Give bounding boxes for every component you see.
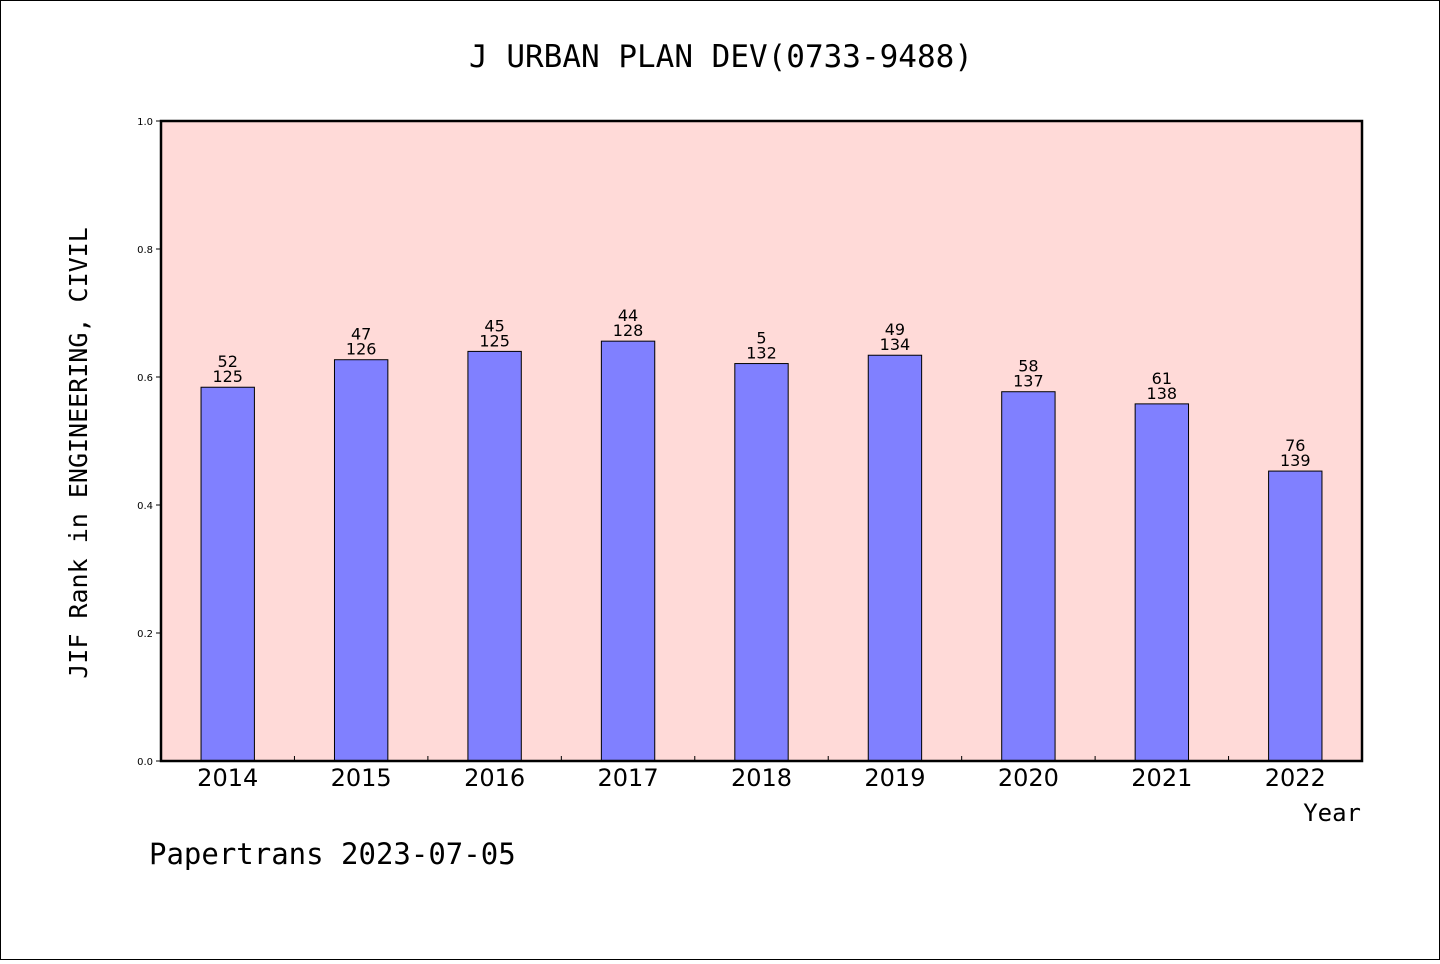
bar-total-label-2022: 139: [1280, 451, 1311, 470]
bar-2014: [200, 386, 255, 762]
bar-rank-label-2022: 76: [1285, 436, 1305, 455]
y-tick-label-0.8: 0.8: [137, 245, 153, 256]
bar-rank-label-2017: 44: [618, 306, 638, 325]
plot-border: [159, 119, 1364, 763]
bar-2020: [1001, 391, 1056, 762]
chart-title: J URBAN PLAN DEV(0733-9488): [469, 39, 973, 75]
bar-rank-label-2014: 52: [218, 352, 238, 371]
x-tick-label-2022: 2022: [1265, 764, 1326, 792]
bar-2018: [734, 363, 789, 762]
x-tick-label-2019: 2019: [864, 764, 925, 792]
bar-total-label-2021: 138: [1147, 384, 1178, 403]
bar-2015: [333, 359, 389, 762]
x-tick-label-2014: 2014: [197, 764, 258, 792]
x-tick-label-2020: 2020: [998, 764, 1059, 792]
bar-2022: [1268, 470, 1323, 762]
bar-2019: [867, 354, 923, 762]
y-tick-label-0.2: 0.2: [137, 629, 153, 640]
y-tick-label-1.0: 1.0: [137, 117, 153, 128]
bar-total-label-2015: 126: [346, 340, 377, 359]
y-axis-label: JIF Rank in ENGINEERING, CIVIL: [64, 227, 93, 679]
ticks-group: 2014 2015 2016 2017 2018 2019 2020 2021 2022 0.0 0…: [137, 117, 1326, 792]
y-tick-label-0.0: 0.0: [137, 757, 153, 768]
footer-text: Papertrans 2023-07-05: [149, 837, 516, 871]
bar-rank-label-2018: 5: [756, 329, 766, 348]
bar-2017: [600, 340, 656, 762]
bar-total-label-2019: 134: [880, 335, 911, 354]
bar-rank-label-2015: 47: [351, 325, 371, 344]
bar-total-label-2017: 128: [613, 321, 644, 340]
x-tick-label-2017: 2017: [598, 764, 659, 792]
y-tick-label-0.4: 0.4: [137, 501, 153, 512]
bar-2021: [1134, 403, 1190, 762]
bar-total-label-2016: 125: [479, 331, 510, 350]
x-tick-label-2016: 2016: [464, 764, 525, 792]
x-tick-label-2015: 2015: [331, 764, 392, 792]
bar-rank-label-2020: 58: [1018, 357, 1038, 376]
x-axis-label: Year: [1303, 799, 1361, 827]
bar-total-label-2020: 137: [1013, 372, 1044, 391]
bar-rank-label-2021: 61: [1152, 369, 1172, 388]
bar-total-label-2014: 125: [212, 367, 243, 386]
bar-total-label-2018: 132: [746, 344, 777, 363]
x-tick-label-2021: 2021: [1131, 764, 1192, 792]
y-tick-label-0.6: 0.6: [137, 373, 153, 384]
bar-rank-label-2016: 45: [484, 316, 504, 335]
bar-2016: [467, 350, 522, 762]
bar-rank-label-2019: 49: [885, 320, 905, 339]
x-tick-label-2018: 2018: [731, 764, 792, 792]
